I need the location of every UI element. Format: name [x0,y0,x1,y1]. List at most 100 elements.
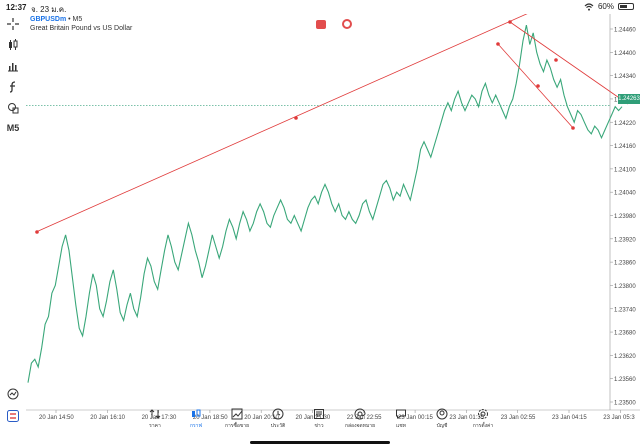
y-tick-label: 1.23920 [614,237,636,243]
chart-icon [192,409,201,417]
channel-anchor-point [554,58,558,62]
price-line-series [27,24,623,383]
symbol-separator: • [66,16,73,23]
nav-item-label: การตั้งค่า [472,423,494,429]
nav-item-label: ข่าว [314,423,324,429]
chart-toolbar: M5 [0,14,26,434]
nav-item-label: บัญชี [436,423,448,429]
nav-item-quotes[interactable]: ราคา [135,408,175,430]
shapes-icon [8,103,19,114]
channel-anchor-point [571,126,575,130]
nav-item-label: กราฟ [189,423,203,429]
history-icon [272,408,284,420]
mailbox-icon [354,408,366,420]
nav-item-mailbox[interactable]: กล่องจดหมาย [340,408,380,430]
x-tick-label: 20 Jan 16:10 [90,415,125,421]
channel-anchor-point [536,84,540,88]
candles-icon [9,39,18,50]
symbol-header: GBPUSDm • M5 [30,16,82,23]
y-tick-label: 1.24220 [614,121,636,127]
nav-item-label: ประวัติ [270,423,286,429]
trendline-anchor-point [35,230,39,234]
nav-item-chart[interactable]: กราฟ [176,408,216,430]
symbol-timeframe: M5 [72,16,83,23]
nav-item-chat[interactable]: แชท [381,408,421,430]
channel-lower-line [497,43,575,130]
app-logo-button[interactable] [5,408,21,424]
battery-percent: 60% [597,2,614,11]
nav-item-account[interactable]: บัญชี [422,408,462,430]
status-date: จ. 23 ม.ค. [31,5,67,14]
chart-type-tool[interactable] [5,37,21,53]
crosshair-icon [7,18,19,30]
nav-item-trade[interactable]: การซื้อขาย [217,408,257,430]
one-click-trading-button[interactable] [316,20,326,29]
trend-icon [7,388,19,400]
y-tick-label: 1.23740 [614,307,636,313]
x-tick-label: 23 Jan 04:15 [552,415,587,421]
y-tick-label: 1.24040 [614,191,636,197]
symbol-name: GBPUSDm [30,16,67,23]
status-bar: 12:37 จ. 23 ม.ค. 60% [0,0,640,14]
nav-item-history[interactable]: ประวัติ [258,408,298,430]
nav-item-label: ราคา [149,423,161,429]
x-tick-label: 23 Jan 01:35 [449,415,484,421]
status-time: 12:37 [6,3,27,12]
y-tick-label: 1.23560 [614,377,636,383]
x-tick-label: 20 Jan 17:30 [142,415,177,421]
current-price-badge: 1.24263 [618,94,640,104]
nav-item-label: แชท [396,423,406,429]
y-tick-label: 1.23500 [614,401,636,407]
trend-analysis-tool[interactable] [5,386,21,402]
function-icon [9,81,16,93]
quotes-icon [149,409,161,419]
trendline-anchor-point [294,116,298,120]
bars-icon [8,63,18,72]
main-trendline [35,14,528,233]
symbol-description: Great Britain Pound vs US Dollar [30,25,133,32]
x-tick-label: 23 Jan 05:3 [603,415,635,421]
nav-item-settings[interactable]: การตั้งค่า [463,408,503,430]
nav-item-label: การซื้อขาย [224,423,250,429]
home-indicator [250,441,390,444]
y-tick-label: 1.24460 [614,28,636,34]
y-tick-label: 1.24340 [614,74,636,80]
battery-fill [620,5,628,8]
settings-icon [478,409,488,419]
y-tick-label: 1.24100 [614,167,636,173]
x-tick-label: 22 Jan 22:55 [347,415,382,421]
chat-icon [396,409,406,419]
x-tick-label: 23 Jan 02:55 [501,415,536,421]
indicators-tool[interactable] [5,79,21,95]
trade-icon [231,408,243,420]
y-tick-label: 1.24400 [614,51,636,57]
y-tick-label: 1.23860 [614,261,636,267]
crosshair-tool[interactable] [5,16,21,32]
nav-item-label: กล่องจดหมาย [344,423,376,429]
y-tick-label: 1.23620 [614,354,636,360]
bottom-nav [0,434,640,447]
x-tick-label: 20 Jan 14:50 [39,415,74,421]
battery-icon [618,3,634,10]
x-tick-label: 20 Jan 21:30 [296,415,331,421]
y-tick-label: 1.23980 [614,214,636,220]
nav-item-news[interactable]: ข่าว [299,408,339,430]
chart-area[interactable]: 1.244601.244001.243401.242801.242201.241… [26,14,640,434]
status-right: 60% [584,2,634,11]
volume-tool[interactable] [5,58,21,74]
account-icon [436,408,448,420]
price-chart[interactable]: 1.244601.244001.243401.242801.242201.241… [26,14,640,434]
app-logo-icon [7,410,19,422]
x-tick-label: 23 Jan 00:15 [398,415,433,421]
x-tick-label: 20 Jan 20:10 [244,415,279,421]
wifi-icon [584,2,594,11]
trade-levels-button[interactable] [342,19,352,29]
objects-tool[interactable] [5,100,21,116]
timeframe-button[interactable]: M5 [6,123,20,133]
y-tick-label: 1.23680 [614,331,636,337]
news-icon [314,409,324,419]
channel-upper-line [509,21,629,105]
channel-anchor-point [496,42,500,46]
x-tick-label: 20 Jan 18:50 [193,415,228,421]
y-tick-label: 1.23800 [614,284,636,290]
